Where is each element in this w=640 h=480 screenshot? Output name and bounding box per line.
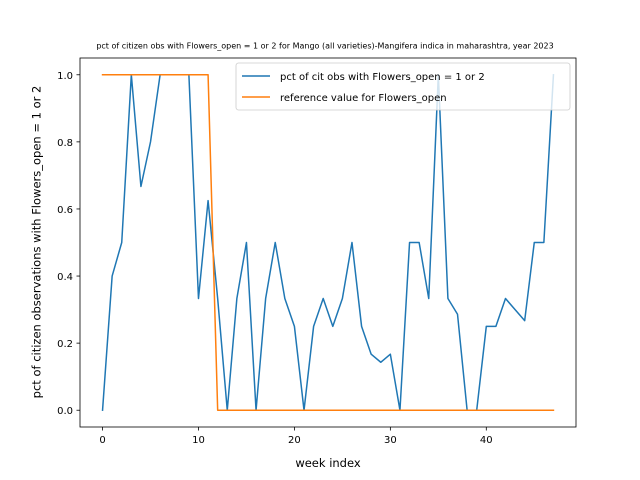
y-tick-label: 0.2 [57,339,73,350]
y-tick-label: 0.4 [57,272,73,283]
x-tick-label: 30 [384,435,397,446]
axes-frame [79,57,577,428]
y-tick-label: 1.0 [57,71,73,82]
x-axis-label: week index [295,456,361,470]
legend-label-1: pct of cit obs with Flowers_open = 1 or … [280,72,485,83]
y-tick-label: 0.8 [57,138,73,149]
series-line-2 [101,74,555,411]
chart-title: pct of citizen obs with Flowers_open = 1… [96,42,553,51]
legend: pct of cit obs with Flowers_open = 1 or … [235,62,571,111]
x-tick-label: 10 [192,435,205,446]
legend-label-2: reference value for Flowers_open [280,93,447,104]
y-axis-label: pct of citizen observations with Flowers… [30,86,44,399]
x-tick-label: 40 [480,435,493,446]
legend-box [235,62,571,111]
y-tick-label: 0.0 [57,406,73,417]
x-tick-label: 20 [288,435,301,446]
x-tick-label: 0 [99,435,105,446]
plot-area: 0 10 20 30 40 0.0 0.2 0.4 0.6 0.8 1.0 pct of cit ob… [57,57,577,446]
y-tick-label: 0.6 [57,205,73,216]
